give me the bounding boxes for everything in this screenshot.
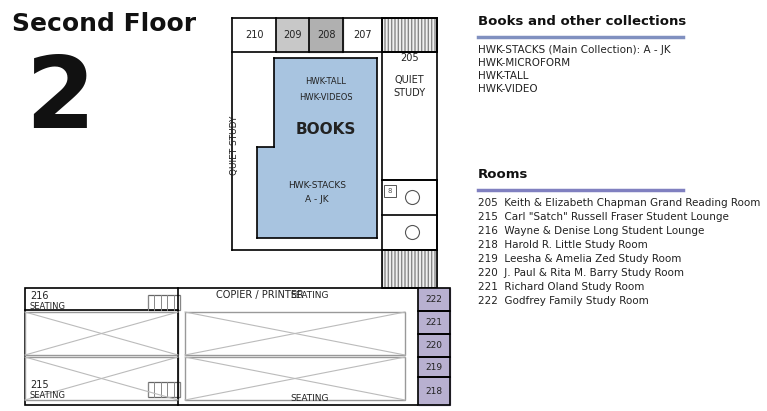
- Text: 221  Richard Oland Study Room: 221 Richard Oland Study Room: [478, 282, 644, 292]
- Text: HWK-STACKS (Main Collection): A - JK: HWK-STACKS (Main Collection): A - JK: [478, 45, 670, 55]
- Text: Second Floor: Second Floor: [12, 12, 196, 36]
- Bar: [382, 180, 437, 250]
- Text: 215  Carl "Satch" Russell Fraser Student Lounge: 215 Carl "Satch" Russell Fraser Student …: [478, 212, 729, 222]
- Text: 207: 207: [353, 30, 372, 40]
- Bar: [185, 357, 405, 400]
- Bar: [148, 295, 180, 310]
- Bar: [382, 18, 437, 52]
- Text: 2: 2: [25, 52, 94, 149]
- Bar: [25, 312, 178, 355]
- Bar: [418, 377, 450, 405]
- Text: HWK-VIDEO: HWK-VIDEO: [478, 84, 538, 94]
- Bar: [274, 58, 377, 147]
- Text: 221: 221: [426, 318, 443, 327]
- Text: 205  Keith & Elizabeth Chapman Grand Reading Room: 205 Keith & Elizabeth Chapman Grand Read…: [478, 198, 760, 208]
- Text: 222  Godfrey Family Study Room: 222 Godfrey Family Study Room: [478, 296, 649, 306]
- Bar: [418, 311, 450, 334]
- Text: HWK-TALL: HWK-TALL: [478, 71, 528, 81]
- Text: 208: 208: [317, 30, 335, 40]
- Text: SEATING: SEATING: [30, 391, 66, 400]
- Bar: [418, 377, 450, 405]
- Text: HWK-TALL: HWK-TALL: [305, 78, 346, 86]
- Text: STUDY: STUDY: [393, 88, 426, 98]
- Text: 8: 8: [388, 188, 392, 194]
- Text: 218: 218: [426, 386, 443, 395]
- Text: 222: 222: [426, 295, 443, 304]
- Text: HWK-STACKS: HWK-STACKS: [288, 180, 346, 189]
- Bar: [185, 312, 405, 355]
- Text: HWK-MICROFORM: HWK-MICROFORM: [478, 58, 570, 68]
- Bar: [418, 357, 450, 377]
- Bar: [418, 288, 450, 311]
- Bar: [148, 382, 180, 397]
- Text: A - JK: A - JK: [305, 196, 329, 205]
- Text: COPIER / PRINTER: COPIER / PRINTER: [216, 290, 304, 300]
- Text: Books and other collections: Books and other collections: [478, 15, 686, 28]
- Bar: [418, 334, 450, 357]
- Text: 220  J. Paul & Rita M. Barry Study Room: 220 J. Paul & Rita M. Barry Study Room: [478, 268, 684, 278]
- Text: QUIET: QUIET: [395, 75, 424, 85]
- Text: HWK-VIDEOS: HWK-VIDEOS: [298, 92, 352, 102]
- Bar: [382, 18, 437, 52]
- Text: 219  Leesha & Amelia Zed Study Room: 219 Leesha & Amelia Zed Study Room: [478, 254, 681, 264]
- Text: 215: 215: [30, 380, 48, 390]
- Bar: [418, 311, 450, 334]
- Bar: [257, 147, 377, 238]
- Text: 216  Wayne & Denise Long Student Lounge: 216 Wayne & Denise Long Student Lounge: [478, 226, 704, 236]
- Bar: [382, 250, 437, 288]
- Text: 218  Harold R. Little Study Room: 218 Harold R. Little Study Room: [478, 240, 648, 250]
- Bar: [276, 18, 309, 52]
- Text: BOOKS: BOOKS: [295, 122, 356, 138]
- Text: Rooms: Rooms: [478, 168, 528, 181]
- Text: 220: 220: [426, 341, 443, 350]
- Bar: [418, 357, 450, 377]
- Text: QUIET STUDY: QUIET STUDY: [231, 115, 239, 175]
- Bar: [25, 288, 437, 405]
- Text: 205: 205: [400, 53, 419, 63]
- Bar: [418, 288, 450, 311]
- Text: 219: 219: [426, 363, 443, 372]
- Text: 209: 209: [283, 30, 301, 40]
- Text: SEATING: SEATING: [30, 302, 66, 311]
- Text: 210: 210: [245, 30, 263, 40]
- Bar: [25, 357, 178, 400]
- Bar: [382, 250, 437, 288]
- Bar: [384, 185, 396, 197]
- Text: SEATING: SEATING: [291, 393, 329, 402]
- Bar: [309, 18, 343, 52]
- Text: SEATING: SEATING: [291, 291, 329, 300]
- Bar: [418, 334, 450, 357]
- Text: 216: 216: [30, 291, 48, 301]
